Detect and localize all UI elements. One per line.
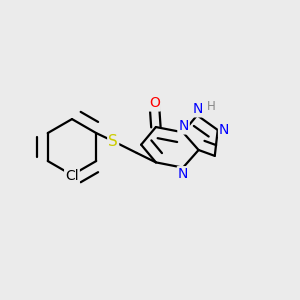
Text: N: N [178, 167, 188, 181]
Text: N: N [178, 119, 189, 134]
Text: Cl: Cl [65, 169, 79, 184]
Text: N: N [193, 102, 203, 116]
Text: S: S [108, 134, 118, 149]
Text: N: N [219, 123, 230, 137]
Text: O: O [149, 97, 160, 110]
Text: H: H [207, 100, 216, 113]
